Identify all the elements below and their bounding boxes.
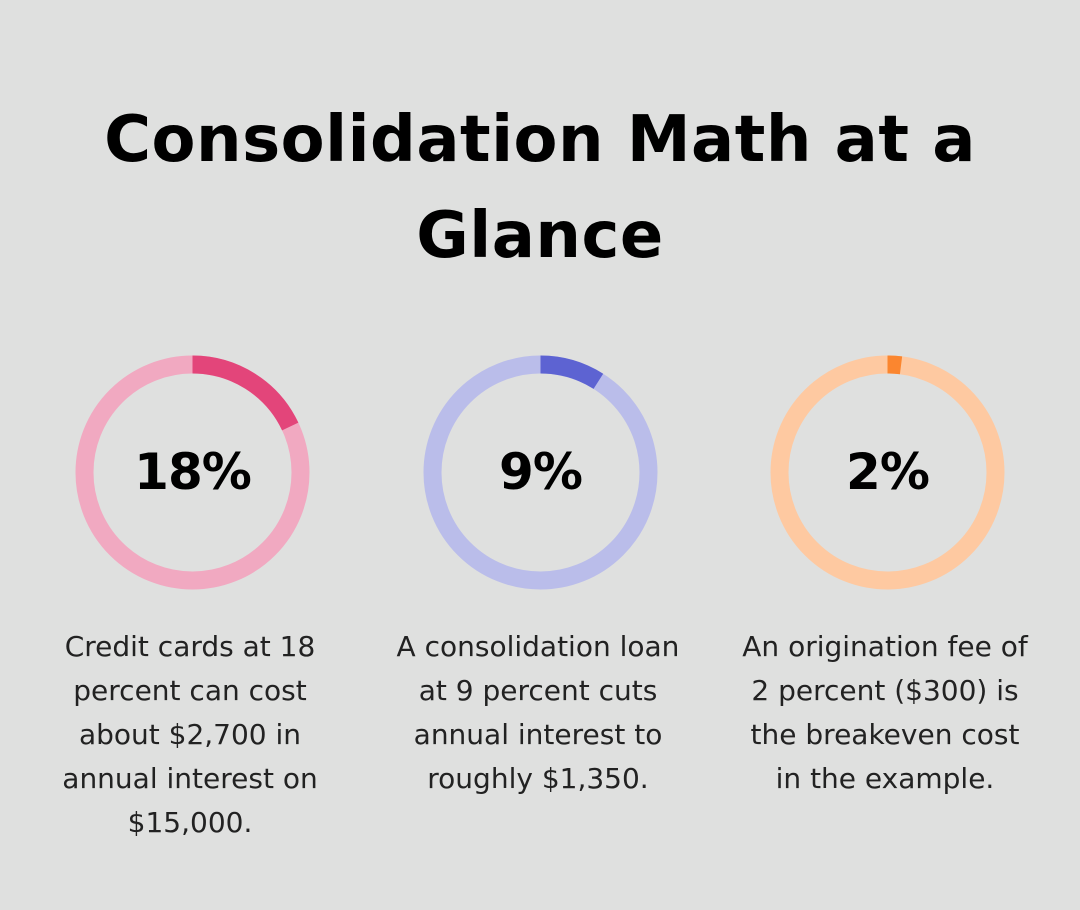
donut-chart: 9% xyxy=(418,350,663,595)
donut-chart: 18% xyxy=(70,350,315,595)
donut-svg xyxy=(423,355,658,590)
donut-value: 9% xyxy=(499,443,583,501)
donut-svg xyxy=(770,355,1005,590)
page-title: Consolidation Math at a Glance xyxy=(104,103,976,273)
stat-description: A consolidation loan at 9 percent cuts a… xyxy=(396,630,680,795)
donut-svg xyxy=(75,355,310,590)
stat-description: Credit cards at 18 percent can cost abou… xyxy=(62,630,318,839)
donut-value-arc xyxy=(887,355,903,375)
donut-chart: 2% xyxy=(765,350,1010,595)
donut-value-arc xyxy=(540,355,604,390)
donut-value: 18% xyxy=(134,443,252,501)
donut-value: 2% xyxy=(846,443,930,501)
donut-value-arc xyxy=(192,355,299,431)
stat-description: An origination fee of 2 percent ($300) i… xyxy=(742,630,1028,795)
